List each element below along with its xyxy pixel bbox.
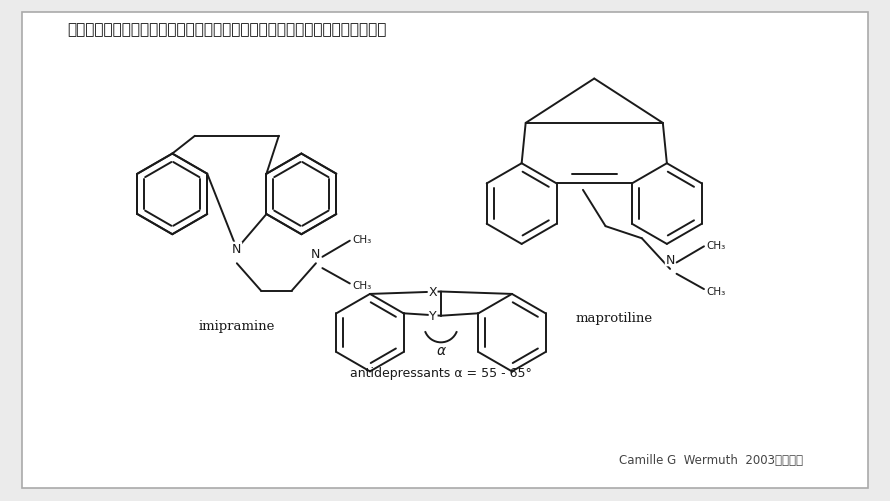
Text: CH₃: CH₃	[707, 240, 725, 250]
Text: イミプラミン（トフラニール）とマプロチリン（ルジオミール）の化学構造式: イミプラミン（トフラニール）とマプロチリン（ルジオミール）の化学構造式	[67, 23, 386, 38]
Text: maprotiline: maprotiline	[576, 311, 653, 324]
Text: Y: Y	[429, 310, 437, 323]
Text: N: N	[232, 243, 241, 256]
Text: Camille G  Wermuth  2003より引用: Camille G Wermuth 2003より引用	[619, 453, 803, 466]
Text: imipramine: imipramine	[198, 319, 275, 332]
Text: CH₃: CH₃	[707, 286, 725, 296]
Text: antidepressants α = 55 - 65°: antidepressants α = 55 - 65°	[350, 366, 532, 379]
Text: CH₃: CH₃	[352, 281, 371, 291]
Text: N: N	[312, 247, 320, 261]
Text: X: X	[428, 286, 437, 299]
Text: CH₃: CH₃	[352, 234, 371, 244]
Text: α: α	[436, 344, 446, 357]
Text: N: N	[666, 253, 675, 266]
